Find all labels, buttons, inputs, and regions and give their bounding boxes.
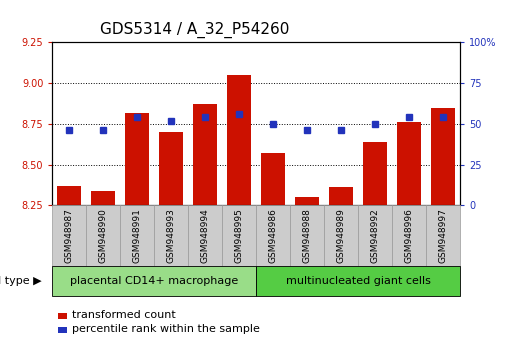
Bar [58, 186, 81, 205]
Text: GSM948995: GSM948995 [235, 208, 244, 263]
Text: GSM948989: GSM948989 [337, 208, 346, 263]
Text: GSM948988: GSM948988 [303, 208, 312, 263]
Text: GSM948991: GSM948991 [133, 208, 142, 263]
Bar [262, 153, 285, 205]
Bar [194, 104, 217, 205]
Bar [160, 132, 183, 205]
Bar [431, 108, 455, 205]
Text: multinucleated giant cells: multinucleated giant cells [286, 275, 431, 286]
Bar [92, 191, 115, 205]
Bar [397, 122, 421, 205]
Bar [329, 187, 353, 205]
Bar [295, 197, 319, 205]
Bar [228, 75, 251, 205]
Text: GSM948993: GSM948993 [167, 208, 176, 263]
Title: GDS5314 / A_32_P54260: GDS5314 / A_32_P54260 [100, 22, 290, 38]
Text: GSM948986: GSM948986 [269, 208, 278, 263]
Text: GSM948987: GSM948987 [65, 208, 74, 263]
Text: GSM948992: GSM948992 [371, 208, 380, 263]
Bar [363, 142, 387, 205]
Text: GSM948994: GSM948994 [201, 208, 210, 263]
Bar [126, 113, 149, 205]
Text: GSM948997: GSM948997 [439, 208, 448, 263]
Text: placental CD14+ macrophage: placental CD14+ macrophage [70, 275, 238, 286]
Text: percentile rank within the sample: percentile rank within the sample [72, 324, 260, 334]
Text: GSM948990: GSM948990 [99, 208, 108, 263]
Text: cell type ▶: cell type ▶ [0, 275, 42, 286]
Text: transformed count: transformed count [72, 310, 176, 320]
Text: GSM948996: GSM948996 [405, 208, 414, 263]
